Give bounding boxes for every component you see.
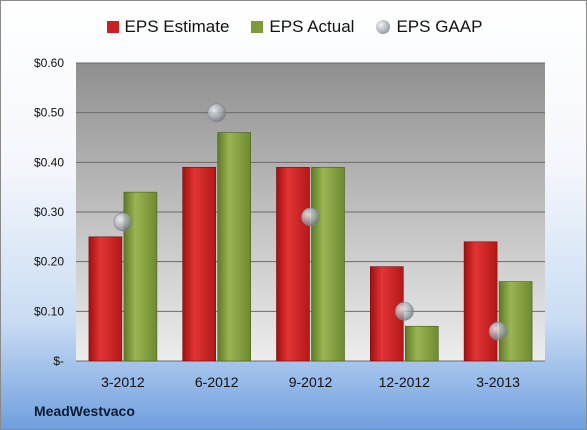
y-tick-labels: $- $0.10 $0.20 $0.30 $0.40 $0.50 $0.60 [34, 56, 64, 368]
x-tick-label: 12-2012 [379, 374, 431, 390]
bar-eps-estimate [182, 167, 216, 362]
legend-item-eps-estimate: EPS Estimate [106, 17, 230, 37]
x-tick-label: 3-2012 [101, 374, 145, 390]
y-tick-label: $0.50 [34, 106, 64, 120]
marker-layer [113, 103, 508, 341]
legend-item-eps-gaap: EPS GAAP [376, 17, 482, 37]
company-label: MeadWestvaco [34, 403, 135, 419]
bar-eps-actual [498, 281, 533, 362]
legend-label-eps-gaap: EPS GAAP [396, 17, 483, 36]
legend: EPS Estimate EPS Actual EPS GAAP [1, 17, 587, 37]
y-tick-label: $0.60 [34, 56, 64, 70]
marker-eps-gaap [301, 207, 320, 227]
bar-eps-estimate [276, 167, 310, 362]
bar-eps-actual [404, 325, 439, 362]
bar-eps-actual [311, 167, 345, 362]
bar-eps-estimate [463, 241, 498, 362]
y-tick-label: $0.40 [34, 155, 64, 169]
legend-label-eps-actual: EPS Actual [269, 17, 355, 36]
y-tick-label: $- [53, 354, 64, 368]
legend-item-eps-actual: EPS Actual [251, 17, 354, 37]
x-tick-label: 6-2012 [195, 374, 239, 390]
marker-eps-gaap [113, 212, 133, 232]
bar-eps-estimate [88, 236, 123, 362]
bar-eps-actual [217, 132, 251, 362]
chart-svg: $- $0.10 $0.20 $0.30 $0.40 $0.50 $0.60 3-2012 6… [34, 56, 545, 390]
y-tick-label: $0.30 [34, 205, 64, 219]
x-tick-label: 9-2012 [289, 374, 333, 390]
x-tick-labels: 3-2012 6-2012 9-2012 12-2012 3-2013 [101, 374, 520, 390]
marker-eps-gaap [488, 321, 508, 341]
y-tick-label: $0.20 [34, 255, 64, 269]
legend-swatch-eps-estimate [106, 21, 119, 33]
legend-swatch-eps-actual [251, 21, 264, 33]
marker-eps-gaap [207, 103, 226, 122]
marker-eps-gaap [394, 302, 414, 321]
x-tick-label: 3-2013 [476, 374, 520, 390]
legend-swatch-eps-gaap [376, 20, 391, 34]
legend-label-eps-estimate: EPS Estimate [124, 17, 230, 36]
y-tick-label: $0.10 [34, 304, 64, 318]
